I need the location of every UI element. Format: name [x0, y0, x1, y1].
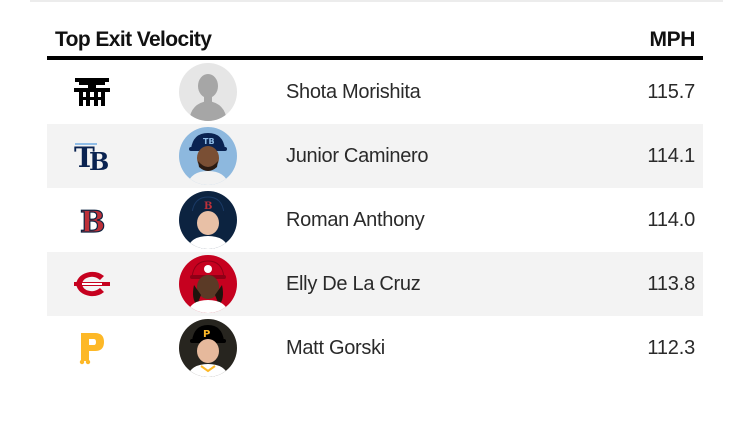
silhouette-placeholder-icon: [179, 63, 237, 121]
table-row[interactable]: Elly De La Cruz 113.8: [47, 252, 703, 316]
player-name: Roman Anthony: [286, 209, 425, 231]
svg-text:B: B: [80, 205, 105, 237]
player-name: Elly De La Cruz: [286, 273, 421, 295]
player-headshot-icon: B: [179, 191, 237, 249]
svg-text:T: T: [74, 141, 95, 173]
pittsburgh-pirates-logo-icon: [72, 330, 112, 366]
leaderboard-header: Top Exit Velocity MPH: [47, 24, 703, 56]
player-headshot-icon: [179, 255, 237, 313]
exit-velocity-value: 113.8: [647, 273, 695, 295]
leaderboard-rows: Shota Morishita 115.7 T B: [47, 60, 703, 380]
leaderboard-title: Top Exit Velocity: [55, 28, 212, 51]
header-divider: [47, 56, 703, 60]
velocity-unit-header: MPH: [649, 28, 696, 51]
table-row[interactable]: B B Roman Anthony 114.0: [47, 188, 703, 252]
table-row[interactable]: P Matt Gorski 112.3: [47, 316, 703, 380]
player-name: Shota Morishita: [286, 81, 421, 103]
hanshin-tigers-logo-icon: [72, 74, 112, 110]
player-name: Matt Gorski: [286, 337, 385, 359]
boston-red-sox-logo-icon: B: [72, 202, 112, 238]
svg-text:B: B: [204, 201, 212, 212]
exit-velocity-value: 115.7: [647, 81, 695, 103]
svg-text:P: P: [203, 329, 210, 340]
table-row[interactable]: T B TB Junior Caminero 114.1: [47, 124, 703, 188]
svg-text:B: B: [89, 147, 109, 173]
exit-velocity-value: 114.1: [647, 145, 695, 167]
player-headshot-icon: TB: [179, 127, 237, 185]
top-divider: [30, 0, 723, 2]
tampa-bay-rays-logo-icon: T B: [72, 138, 112, 174]
svg-text:TB: TB: [203, 137, 215, 146]
cincinnati-reds-logo-icon: [72, 266, 112, 302]
exit-velocity-leaderboard: Top Exit Velocity MPH: [47, 24, 703, 380]
player-name: Junior Caminero: [286, 145, 429, 167]
exit-velocity-value: 114.0: [647, 209, 695, 231]
player-headshot-icon: P: [179, 319, 237, 377]
table-row[interactable]: Shota Morishita 115.7: [47, 60, 703, 124]
exit-velocity-value: 112.3: [647, 337, 695, 359]
